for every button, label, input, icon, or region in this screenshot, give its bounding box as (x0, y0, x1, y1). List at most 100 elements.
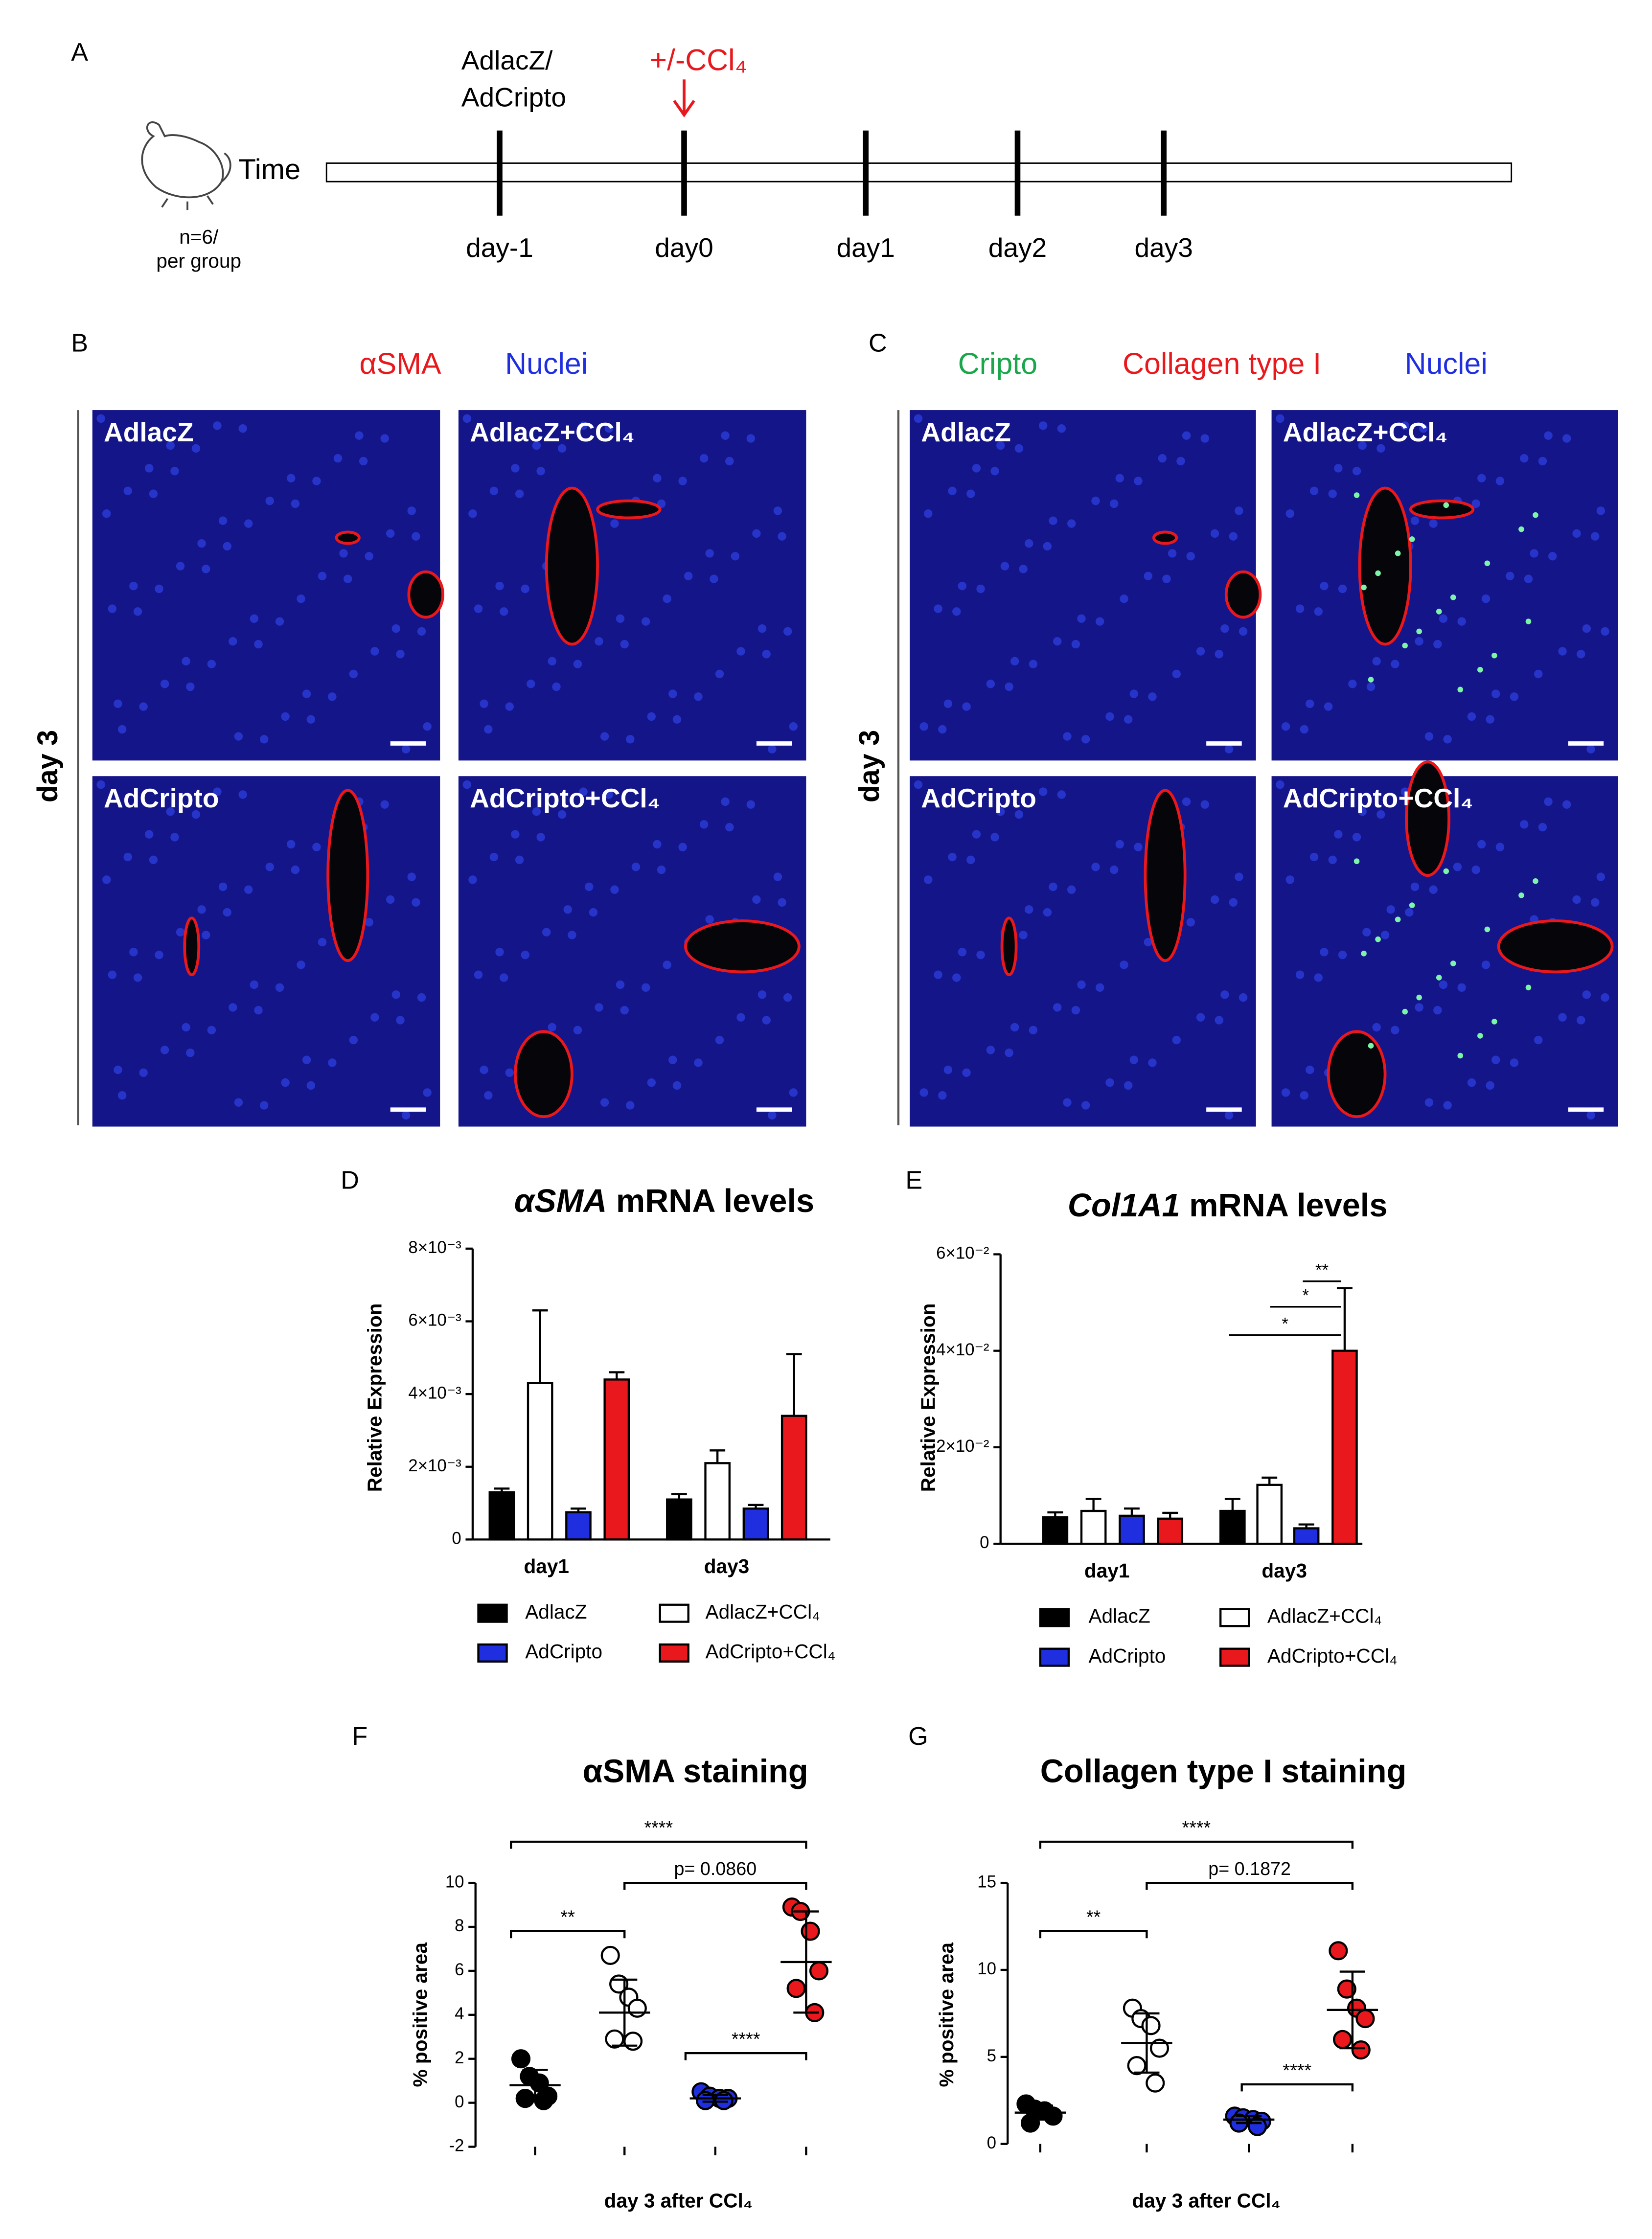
bar (704, 1462, 731, 1541)
nucleus (1229, 532, 1238, 541)
nucleus (129, 581, 138, 591)
nucleus (1524, 574, 1533, 583)
bar (1157, 1517, 1184, 1545)
y-tick-label: 15 (977, 1873, 996, 1891)
nucleus (359, 457, 368, 466)
nucleus (1215, 1016, 1223, 1025)
nucleus (934, 604, 942, 613)
bar (603, 1378, 630, 1541)
nucleus (1495, 477, 1505, 485)
nucleus (966, 489, 975, 498)
nucleus (620, 1006, 629, 1015)
nucleus (1377, 810, 1385, 819)
cripto-signal (1368, 677, 1374, 683)
nucleus (678, 843, 687, 851)
nucleus (1334, 830, 1343, 839)
nucleus (721, 797, 730, 806)
nucleus (579, 787, 588, 796)
nucleus (149, 489, 158, 498)
nucleus (1380, 931, 1390, 939)
nucleus (986, 1046, 995, 1054)
cripto-signal (1375, 570, 1381, 576)
data-point (627, 1998, 647, 2018)
nucleus (349, 669, 358, 679)
nucleus (1281, 1088, 1290, 1097)
time-label: Time (238, 154, 300, 185)
nucleus (302, 1055, 311, 1064)
bar (527, 1382, 553, 1541)
nucleus (699, 820, 709, 829)
nucleus (218, 516, 228, 525)
y-tick-label: 8×10⁻³ (408, 1238, 461, 1257)
nucleus (1281, 722, 1290, 731)
nucleus (355, 431, 364, 440)
bar (666, 1498, 692, 1541)
nucleus (489, 852, 499, 862)
nucleus (275, 983, 284, 992)
nucleus (234, 732, 243, 741)
nucleus (532, 441, 541, 450)
nucleus (145, 830, 154, 839)
nucleus (1091, 863, 1100, 871)
stain-label: Cripto (958, 347, 1037, 380)
y-axis-label: Relative Expression (363, 1303, 386, 1492)
stain-label: Collagen type I (1123, 347, 1321, 380)
nucleus (1182, 797, 1191, 806)
data-point (515, 2089, 535, 2108)
x-tick-label: day1 (524, 1555, 569, 1577)
group-size: n=6/ (179, 226, 219, 248)
vessel (1358, 486, 1412, 646)
nucleus (1063, 732, 1072, 741)
nucleus (1295, 970, 1305, 979)
nucleus (1377, 444, 1385, 453)
nucleus (380, 434, 389, 443)
vessel (326, 789, 369, 962)
image-label: AdCripto+CCl₄ (1283, 783, 1473, 813)
nucleus (1358, 807, 1367, 816)
micrograph (1271, 410, 1618, 761)
nucleus (370, 1013, 379, 1022)
nucleus (1562, 800, 1571, 809)
nucleus (642, 617, 650, 626)
nucleus (1043, 908, 1052, 917)
nucleus (1081, 735, 1090, 744)
nucleus (557, 810, 567, 819)
nucleus (1443, 735, 1452, 744)
nucleus (1129, 689, 1138, 698)
nucleus (757, 624, 767, 633)
legend-label: AdlacZ+CCl₄ (1267, 1605, 1382, 1627)
nucleus (604, 424, 614, 433)
vessel (1497, 919, 1614, 974)
cripto-signal (1416, 994, 1422, 1001)
nucleus (610, 885, 619, 894)
nucleus (114, 1065, 122, 1074)
nucleus (778, 898, 786, 907)
nucleus (1534, 669, 1543, 679)
nucleus (1010, 657, 1019, 666)
nucleus (663, 960, 671, 969)
nucleus (705, 549, 714, 558)
nucleus (1005, 682, 1013, 691)
nucleus (291, 865, 300, 874)
nucleus (166, 441, 175, 450)
y-tick-label: 10 (977, 1960, 996, 1978)
cripto-signal (1409, 536, 1415, 542)
nucleus (495, 948, 504, 957)
timepoint-label: day-1 (466, 232, 533, 263)
nucleus (102, 875, 111, 884)
vessel (335, 530, 361, 545)
nucleus (966, 855, 975, 865)
nucleus (746, 800, 756, 809)
nucleus (1544, 797, 1553, 806)
nucleus (542, 928, 551, 937)
nucleus (1601, 993, 1609, 1002)
nucleus (1510, 1058, 1519, 1067)
nucleus (1220, 990, 1229, 999)
nucleus (155, 950, 163, 960)
cripto-signal (1484, 560, 1491, 567)
data-point (786, 1979, 806, 1998)
nucleus (626, 735, 635, 744)
nucleus (1239, 993, 1248, 1002)
nucleus (318, 571, 327, 581)
cripto-signal (1457, 686, 1464, 693)
